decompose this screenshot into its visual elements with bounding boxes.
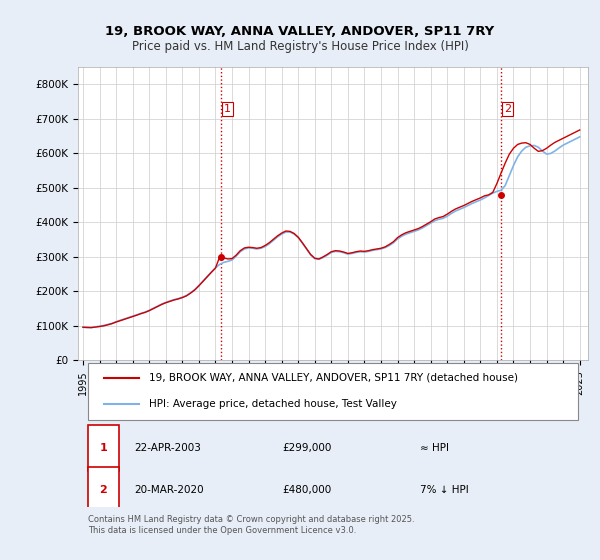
Text: Contains HM Land Registry data © Crown copyright and database right 2025.
This d: Contains HM Land Registry data © Crown c… [88,515,415,535]
Text: 2: 2 [100,485,107,495]
Text: Price paid vs. HM Land Registry's House Price Index (HPI): Price paid vs. HM Land Registry's House … [131,40,469,53]
Text: £480,000: £480,000 [282,485,331,495]
Text: 22-APR-2003: 22-APR-2003 [134,444,201,453]
Text: 19, BROOK WAY, ANNA VALLEY, ANDOVER, SP11 7RY: 19, BROOK WAY, ANNA VALLEY, ANDOVER, SP1… [106,25,494,38]
Bar [88,425,119,471]
Text: ≈ HPI: ≈ HPI [420,444,449,453]
Bar [88,466,119,513]
Text: 19, BROOK WAY, ANNA VALLEY, ANDOVER, SP11 7RY (detached house): 19, BROOK WAY, ANNA VALLEY, ANDOVER, SP1… [149,373,518,383]
Text: HPI: Average price, detached house, Test Valley: HPI: Average price, detached house, Test… [149,399,397,409]
Text: 1: 1 [100,444,107,453]
Text: 2: 2 [504,104,511,114]
Text: 7% ↓ HPI: 7% ↓ HPI [420,485,469,495]
Text: 20-MAR-2020: 20-MAR-2020 [134,485,204,495]
Text: 1: 1 [224,104,231,114]
Text: £299,000: £299,000 [282,444,331,453]
